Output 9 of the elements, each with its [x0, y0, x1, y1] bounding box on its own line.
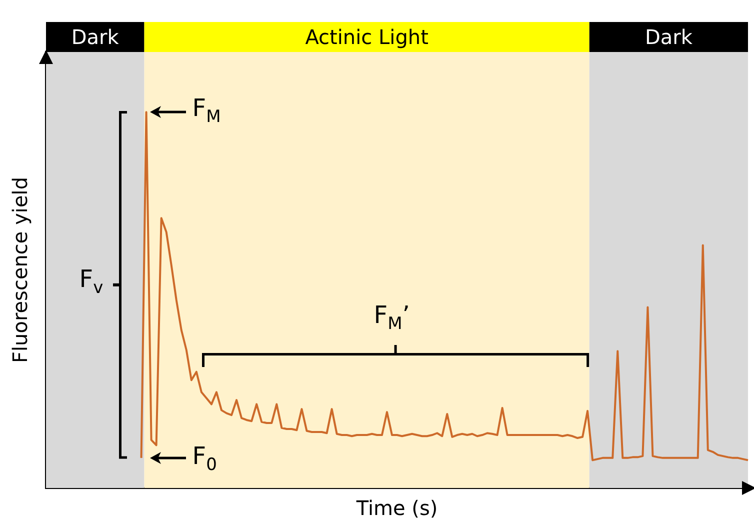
x-axis-title: Time (s) — [355, 496, 438, 520]
annotation: F$_{M}$’ — [374, 300, 410, 334]
annotation: F$_{v}$ — [79, 265, 104, 298]
text: Dark — [71, 24, 119, 51]
text: Dark — [644, 24, 692, 51]
y-axis-title: Fluorescence yield — [8, 176, 32, 364]
text: Actinic Light — [305, 24, 428, 51]
annotation: F$_{0}$ — [192, 442, 217, 475]
annotation: F$_{M}$ — [192, 94, 221, 127]
